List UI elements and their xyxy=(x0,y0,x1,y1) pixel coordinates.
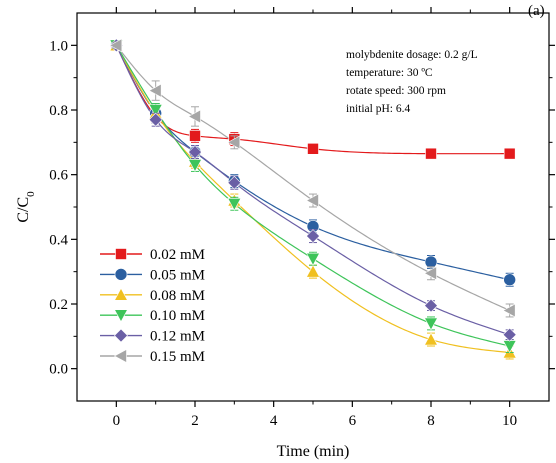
data-markers xyxy=(109,38,517,360)
data-point xyxy=(502,303,516,318)
x-tick-label: 4 xyxy=(270,413,278,429)
legend-marker xyxy=(114,268,128,281)
y-tick-label: 1.0 xyxy=(49,38,68,54)
y-tick-label: 0.0 xyxy=(49,362,68,378)
data-point xyxy=(305,193,319,208)
legend-label: 0.15 mM xyxy=(150,349,205,365)
data-point xyxy=(503,273,516,287)
data-point xyxy=(305,252,321,266)
data-point xyxy=(305,264,321,278)
data-point xyxy=(502,327,517,342)
data-point xyxy=(227,175,242,190)
y-tick-label: 0.6 xyxy=(49,168,68,184)
data-point xyxy=(227,135,241,150)
x-axis-title: Time (min) xyxy=(277,443,350,460)
data-point xyxy=(189,130,201,142)
y-axis-title: C/C0 xyxy=(15,191,37,223)
legend-item: 0.02 mM xyxy=(100,247,205,263)
legend-label: 0.08 mM xyxy=(150,288,205,304)
legend-label: 0.05 mM xyxy=(150,267,205,283)
y-tick-label: 0.2 xyxy=(49,297,68,313)
legend-item: 0.15 mM xyxy=(100,348,205,365)
y-tick-label: 0.8 xyxy=(49,103,68,119)
data-point xyxy=(307,143,319,155)
annotation-line-2: temperature: 30 ºC xyxy=(346,67,433,79)
legend-label: 0.02 mM xyxy=(150,247,205,263)
data-point xyxy=(227,197,242,211)
x-tick-label: 6 xyxy=(349,413,357,429)
legend-marker xyxy=(113,287,129,301)
x-tick-label: 10 xyxy=(502,413,517,429)
axes: 0 2 4 6 8 10 0.0 0.2 0.4 0.6 0.8 1.0 xyxy=(49,7,555,429)
data-point xyxy=(148,112,163,127)
legend: 0.02 mM 0.05 mM 0.08 mM 0.10 mM 0.12 mM 0.15 … xyxy=(100,247,205,365)
annotation-line-1: molybdenite dosage: 0.2 g/L xyxy=(346,49,478,61)
legend-label: 0.10 mM xyxy=(150,308,205,324)
data-point xyxy=(188,145,202,159)
data-point xyxy=(148,104,163,118)
legend-marker xyxy=(113,348,127,364)
data-point xyxy=(109,38,123,53)
legend-item: 0.12 mM xyxy=(100,329,205,345)
legend-item: 0.08 mM xyxy=(100,287,205,304)
annotation-line-4: initial pH: 6.4 xyxy=(346,103,410,115)
x-tick-label: 2 xyxy=(191,413,199,429)
y-tick-label: 0.4 xyxy=(49,232,68,248)
data-point xyxy=(187,159,203,173)
data-point xyxy=(502,340,517,354)
data-point xyxy=(425,147,437,160)
data-point xyxy=(424,255,438,269)
legend-marker xyxy=(115,248,127,260)
data-point xyxy=(187,109,201,124)
y-axis-title-main: C/C xyxy=(15,197,32,223)
data-point xyxy=(503,147,516,160)
legend-marker xyxy=(113,309,129,323)
fit-curve xyxy=(115,45,510,281)
legend-label: 0.12 mM xyxy=(150,329,205,345)
data-point xyxy=(424,298,438,313)
legend-marker xyxy=(114,328,128,343)
annotation-line-3: rotate speed: 300 rpm xyxy=(346,85,446,97)
data-point xyxy=(423,266,437,281)
fit-curve xyxy=(115,45,510,155)
x-tick-label: 0 xyxy=(113,413,121,429)
legend-item: 0.05 mM xyxy=(100,267,205,283)
data-point xyxy=(306,229,320,244)
x-tick-label: 8 xyxy=(427,413,435,429)
panel-label: (a) xyxy=(528,3,545,19)
annotation-box: molybdenite dosage: 0.2 g/L temperature:… xyxy=(346,49,478,115)
data-point xyxy=(423,317,439,331)
data-point xyxy=(148,83,162,98)
series-markers xyxy=(109,38,516,318)
data-point xyxy=(423,332,439,346)
legend-item: 0.10 mM xyxy=(100,308,205,324)
y-axis-title-subscript: 0 xyxy=(25,191,37,197)
